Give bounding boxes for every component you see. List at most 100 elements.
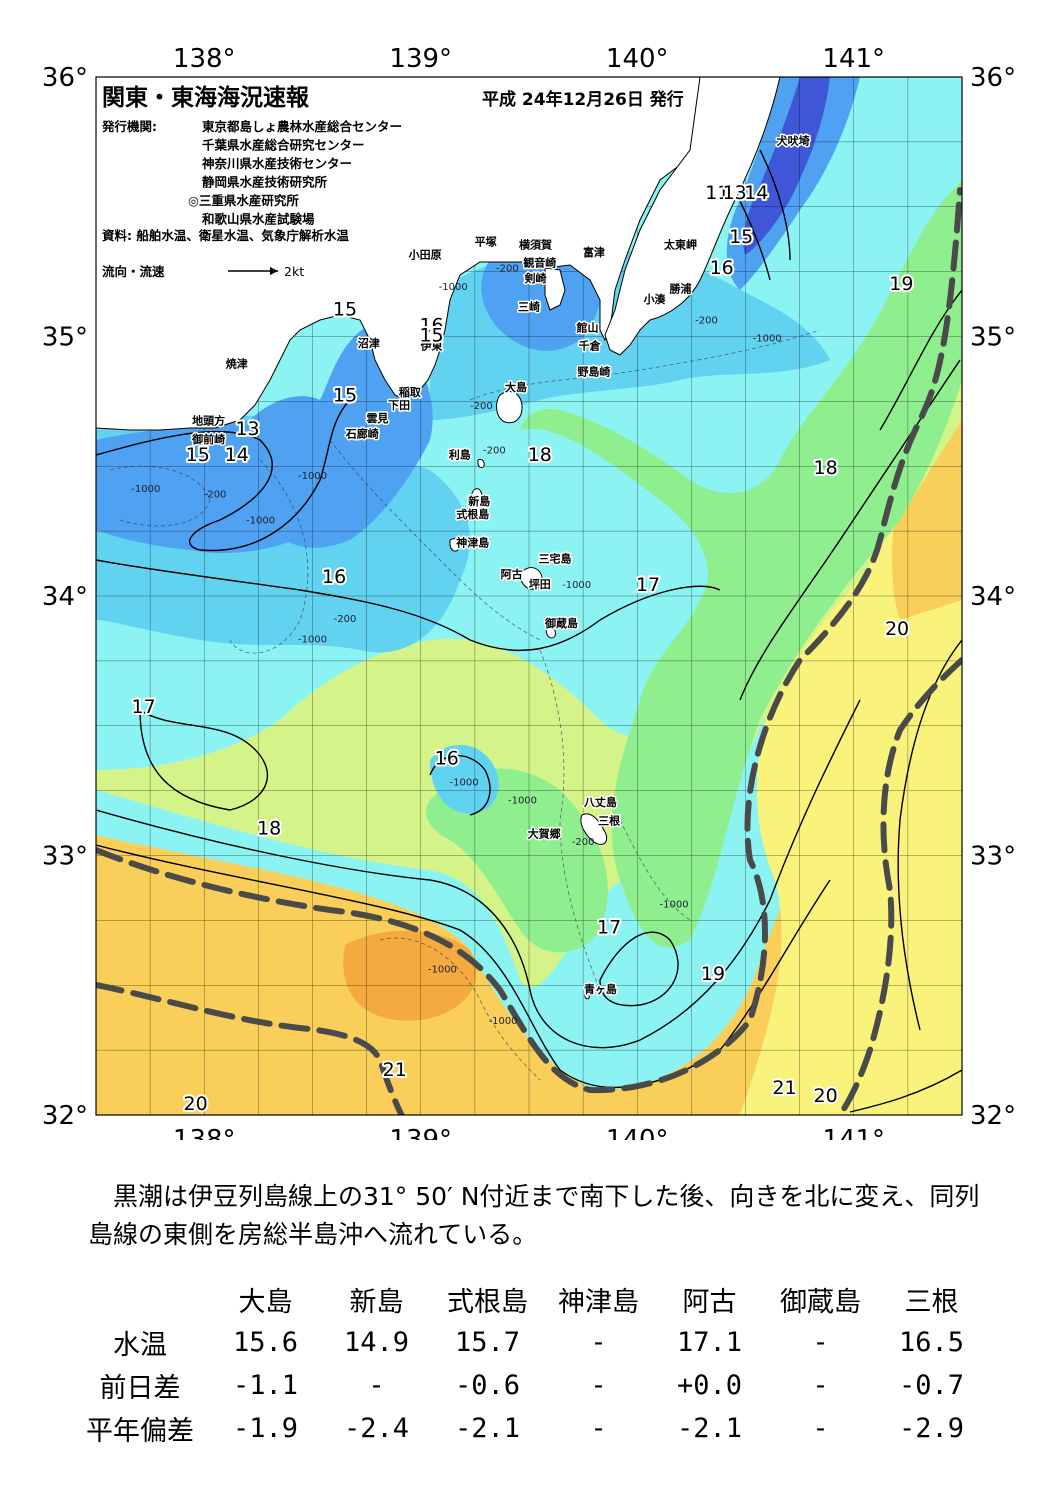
- row-label: 前日差: [99, 1373, 181, 1404]
- lon-label-bottom: 138°: [173, 1125, 236, 1140]
- isotherm-label: 15: [729, 226, 753, 248]
- table-cell: -1.1: [232, 1370, 299, 1401]
- isotherm-label: 16: [419, 314, 443, 336]
- depth-label: -1000: [508, 796, 537, 807]
- island-mikurajima: [545, 626, 556, 639]
- lon-label-bottom: 141°: [822, 1125, 885, 1140]
- place-label: 阿古: [501, 567, 523, 581]
- depth-label: -1000: [428, 964, 457, 975]
- place-label: 雲見: [366, 412, 388, 425]
- land-miura: [544, 267, 566, 311]
- table-cell: -: [590, 1370, 607, 1401]
- lat-label-left: 33°: [42, 842, 88, 872]
- isotherm-label: 17: [597, 916, 621, 938]
- orange-patch: [343, 930, 477, 1021]
- isotherm-label: 19: [889, 273, 913, 295]
- depth-label: -200: [496, 264, 519, 275]
- lon-label-bottom: 140°: [606, 1125, 669, 1140]
- depth-label: -1000: [131, 484, 160, 495]
- column-header: 式根島: [447, 1287, 528, 1318]
- lat-label-left: 35°: [42, 323, 88, 353]
- isotherm-label: 13: [235, 418, 259, 440]
- place-label: 犬吠埼: [777, 133, 810, 147]
- isotherm-label: 13: [723, 182, 747, 204]
- depth-label: -1000: [439, 282, 468, 293]
- kuroshio-main: [96, 187, 962, 1094]
- place-label: 石廊崎: [345, 427, 379, 441]
- isotherm-label: 20: [814, 1085, 838, 1107]
- isotherm-label: 14: [744, 182, 768, 204]
- island-aogashima: [584, 992, 590, 1000]
- green-zone: [520, 180, 962, 948]
- island-miyakejima: [520, 567, 543, 590]
- green-east: [889, 200, 962, 450]
- isotherm-label: 14: [225, 444, 249, 466]
- column-header: 御蔵島: [780, 1287, 861, 1318]
- depth-label: -1000: [562, 580, 591, 591]
- isotherm-17-south: [599, 931, 679, 1007]
- data-source: 資料: 船舶水温、衛星水温、気象庁解析水温: [102, 228, 349, 243]
- place-label: 大島: [505, 380, 527, 394]
- lat-label-left: 36°: [42, 63, 88, 93]
- place-label: 御前崎: [191, 432, 225, 446]
- lat-label-right: 33°: [970, 842, 1016, 872]
- table-row: 前日差 -1.1 - -0.6 - +0.0 - -0.7: [70, 1364, 987, 1407]
- kuroshio-branch: [96, 982, 405, 1115]
- column-header: 阿古: [682, 1287, 737, 1318]
- lon-label-top: 141°: [822, 44, 885, 74]
- table-cell: -2.1: [454, 1413, 521, 1444]
- depth-contour: [229, 459, 309, 654]
- station-table: 大島 新島 式根島 神津島 阿古 御蔵島 三根 水温 15.6 14.9 15.…: [70, 1278, 987, 1450]
- isotherm-label: 17: [636, 574, 660, 596]
- lon-label-top: 140°: [606, 44, 669, 74]
- lat-label-right: 34°: [970, 582, 1016, 612]
- isotherm-label: 16: [710, 257, 734, 279]
- cool-bay: [481, 252, 601, 351]
- kuroshio-axis: [96, 187, 962, 1115]
- table-cell: -0.6: [454, 1370, 521, 1401]
- table-cell: -2.4: [343, 1413, 410, 1444]
- table-corner: [70, 1278, 210, 1321]
- island-oshima: [496, 391, 523, 424]
- isotherm-label: 17: [132, 696, 156, 718]
- depth-label: -1000: [450, 777, 479, 788]
- place-label: 小田原: [408, 248, 442, 262]
- depth-label: -1000: [753, 334, 782, 345]
- isotherm-label: 16: [435, 748, 459, 770]
- place-label: 平塚: [475, 235, 497, 249]
- axis-labels: 138° 138° 139° 139° 140° 140° 141° 141° 36° 36° 35…: [42, 44, 1016, 1140]
- column-header: 神津島: [558, 1287, 639, 1318]
- place-label: 神津島: [456, 536, 489, 550]
- row-label: 平年偏差: [86, 1416, 194, 1447]
- lat-label-left: 34°: [42, 582, 88, 612]
- table-cell: -1.9: [232, 1413, 299, 1444]
- isotherm-label: 11: [705, 182, 729, 204]
- isotherm-label: 16: [322, 566, 346, 588]
- row-label: 水温: [113, 1330, 167, 1361]
- place-label: 青ヶ島: [584, 982, 617, 996]
- issuer-item: 神奈川県水産技術センター: [202, 156, 352, 171]
- table-cell: -2.1: [676, 1413, 743, 1444]
- place-label: 勝浦: [670, 281, 692, 295]
- table-cell: 15.6: [232, 1327, 299, 1358]
- place-label: 伊東: [420, 338, 444, 352]
- depth-label: -200: [334, 614, 357, 625]
- issuer-label: 発行機関:: [101, 119, 157, 134]
- column-header: 新島: [349, 1287, 404, 1318]
- isotherm-label: 20: [183, 1093, 207, 1115]
- depth-label: -1000: [488, 1016, 517, 1027]
- isotherm-label: 18: [814, 457, 838, 479]
- depth-label: -200: [204, 489, 227, 500]
- island-toshima: [477, 459, 485, 469]
- place-label: 式根島: [456, 507, 489, 521]
- isotherm-17-west: [139, 708, 269, 811]
- isotherm-label: 21: [772, 1077, 796, 1099]
- depth-contour: [379, 937, 541, 1081]
- isotherm-label: 18: [528, 444, 552, 466]
- flow-legend-label: 流向・流速: [102, 264, 165, 279]
- table-cell: -: [812, 1413, 829, 1444]
- table-cell: -: [368, 1370, 385, 1401]
- island-hachijojima: [580, 813, 608, 845]
- place-label: 坪田: [529, 578, 551, 591]
